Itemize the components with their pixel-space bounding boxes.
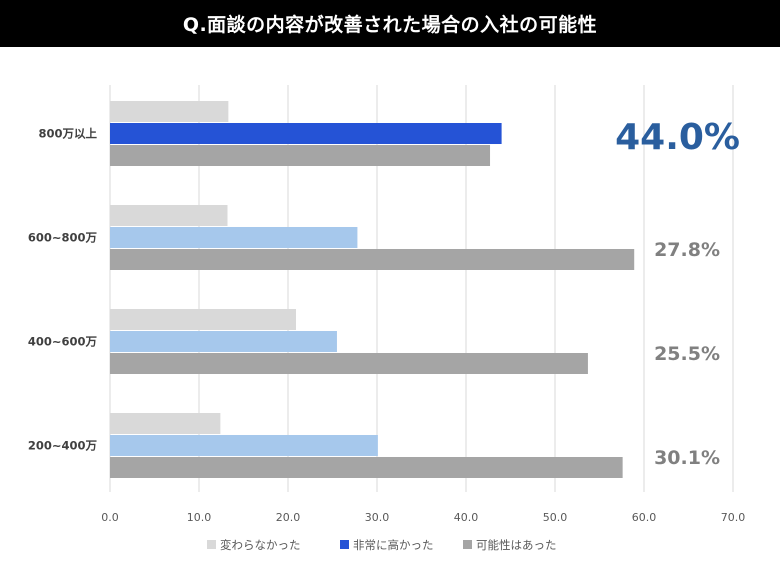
value-annotation: 25.5%	[654, 343, 720, 365]
bar	[110, 123, 502, 144]
chart-title-bar: Q.面談の内容が改善された場合の入社の可能性	[0, 0, 780, 47]
x-tick-label: 70.0	[721, 511, 746, 524]
category-label: 800万以上	[38, 127, 97, 141]
chart-title: Q.面談の内容が改善された場合の入社の可能性	[182, 14, 598, 36]
x-tick-label: 40.0	[454, 511, 479, 524]
legend-label: 変わらなかった	[220, 538, 301, 552]
x-tick-label: 60.0	[632, 511, 657, 524]
x-tick-label: 0.0	[101, 511, 119, 524]
bar	[110, 457, 623, 478]
value-annotation: 30.1%	[654, 447, 720, 469]
bar	[110, 227, 358, 248]
legend-label: 非常に高かった	[353, 538, 434, 552]
legend-swatch	[207, 540, 216, 549]
bar	[110, 205, 228, 226]
x-tick-label: 30.0	[365, 511, 390, 524]
category-label: 600~800万	[28, 231, 98, 245]
x-tick-label: 10.0	[187, 511, 212, 524]
bar	[110, 101, 229, 122]
legend-swatch	[340, 540, 349, 549]
bar	[110, 331, 337, 352]
highlight-annotation: 44.0%	[615, 117, 740, 158]
value-annotation: 27.8%	[654, 239, 720, 261]
x-tick-label: 50.0	[543, 511, 568, 524]
legend-label: 可能性はあった	[476, 538, 557, 552]
bar	[110, 435, 378, 456]
category-label: 200~400万	[28, 439, 98, 453]
category-label: 400~600万	[28, 335, 98, 349]
bar	[110, 413, 221, 434]
bar	[110, 353, 588, 374]
legend-swatch	[463, 540, 472, 549]
x-tick-label: 20.0	[276, 511, 301, 524]
bar	[110, 309, 297, 330]
bar	[110, 145, 491, 166]
bar	[110, 249, 635, 270]
